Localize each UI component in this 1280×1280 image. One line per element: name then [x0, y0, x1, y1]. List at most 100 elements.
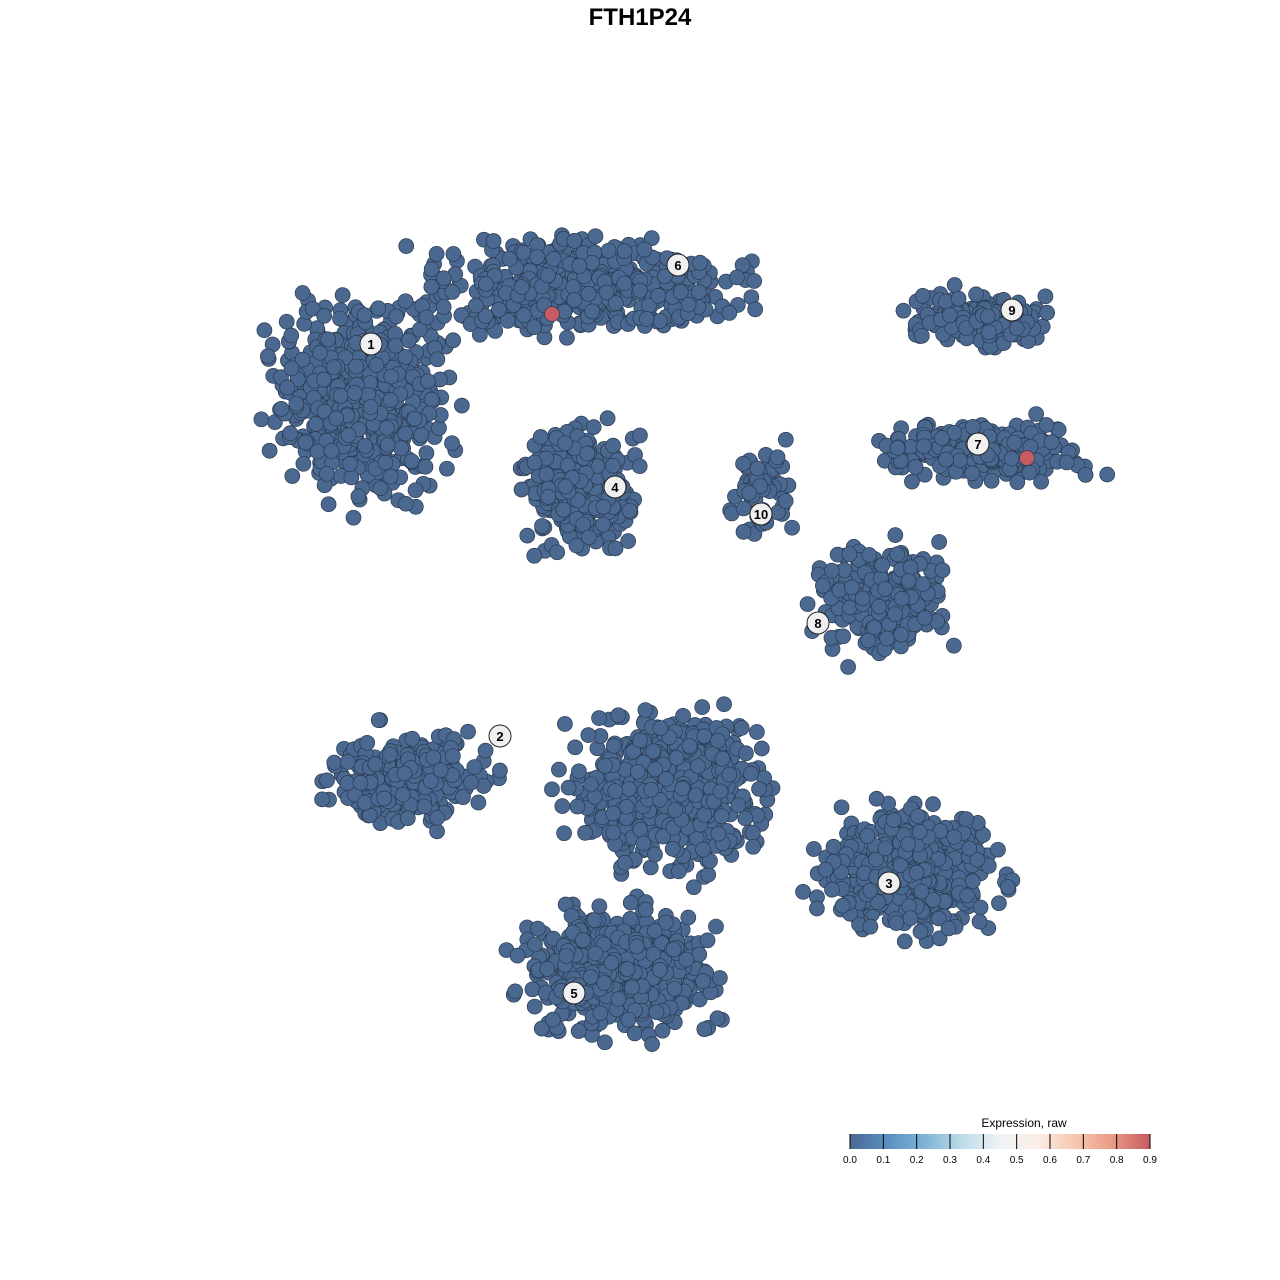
colorbar-tick-label: 0.8: [1110, 1155, 1124, 1166]
cell-point: [616, 243, 633, 260]
cell-point: [559, 329, 575, 346]
cell-point: [513, 481, 530, 498]
cell-point: [777, 431, 794, 448]
cell-point: [835, 628, 852, 645]
cell-point: [862, 882, 879, 899]
cell-point: [607, 783, 624, 800]
cluster-label: 8: [814, 616, 821, 631]
cell-point: [696, 807, 713, 823]
cell-point: [887, 606, 903, 623]
cell-point: [911, 824, 928, 840]
cell-point: [648, 1004, 665, 1021]
cell-point: [557, 435, 573, 452]
cell-point: [439, 460, 455, 477]
cell-point: [529, 249, 546, 265]
cell-point: [605, 805, 622, 822]
cell-point: [304, 300, 321, 317]
cell-point: [284, 468, 301, 484]
cell-point: [570, 1023, 587, 1039]
cell-point: [664, 841, 681, 857]
cell-point: [636, 241, 653, 258]
cell-point: [644, 1036, 660, 1052]
cell-point: [1003, 450, 1020, 467]
cell-point: [432, 762, 449, 779]
cell-point: [382, 468, 399, 485]
cell-point: [467, 297, 484, 314]
cell-point: [635, 835, 652, 852]
colorbar-tick-label: 0.3: [943, 1155, 957, 1166]
cell-point: [398, 238, 415, 254]
cell-point: [332, 387, 349, 404]
cell-point: [678, 951, 695, 968]
cell-point: [637, 901, 654, 918]
cell-point: [894, 590, 910, 607]
cell-point: [544, 781, 560, 798]
cell-point: [841, 599, 858, 616]
cell-point: [991, 895, 1007, 912]
cell-point: [416, 798, 433, 815]
colorbar-tick-label: 0.5: [1010, 1155, 1024, 1166]
cell-point: [429, 810, 446, 826]
cell-point: [708, 918, 724, 935]
cell-point: [1000, 879, 1016, 895]
cell-point: [295, 455, 312, 472]
cell-point: [893, 626, 910, 643]
cell-point: [621, 502, 638, 519]
colorbar-tick-label: 0.6: [1043, 1155, 1057, 1166]
cell-point: [526, 547, 543, 564]
colorbar-tick-label: 0.4: [976, 1155, 990, 1166]
cell-point: [387, 337, 404, 354]
cell-point: [478, 276, 494, 292]
cell-point: [575, 932, 591, 948]
cell-point: [282, 425, 299, 441]
cell-point: [643, 230, 660, 246]
cell-point: [680, 296, 697, 313]
cell-point: [584, 303, 600, 320]
cell-point: [871, 598, 887, 615]
cell-point: [859, 828, 876, 844]
cell-point: [805, 841, 822, 857]
cell-point: [382, 746, 398, 763]
cell-point: [407, 482, 424, 499]
colorbar-tick-label: 0.9: [1143, 1155, 1157, 1166]
cell-point: [587, 945, 604, 962]
cell-point: [362, 399, 379, 415]
cell-point: [713, 808, 730, 825]
cell-point: [294, 351, 311, 368]
cell-point: [877, 580, 894, 597]
cell-point: [833, 799, 850, 816]
cell-point: [428, 246, 445, 262]
cell-point: [399, 810, 416, 827]
cell-point: [690, 758, 706, 775]
cell-point: [896, 933, 913, 950]
cell-point: [445, 748, 461, 765]
cell-point: [526, 319, 543, 336]
cell-point: [743, 765, 759, 782]
colorbar: [850, 1134, 1150, 1149]
cell-point: [278, 313, 295, 330]
cell-point: [735, 523, 752, 540]
cell-point: [328, 410, 345, 427]
cell-point: [817, 861, 834, 878]
cell-point: [695, 973, 711, 989]
cell-point: [596, 975, 613, 991]
cell-point: [400, 332, 417, 349]
cell-point: [545, 1011, 561, 1028]
cell-point: [444, 284, 461, 300]
cell-point: [379, 419, 395, 436]
cell-point: [914, 288, 931, 304]
cell-point: [569, 798, 586, 815]
cell-point: [471, 326, 488, 343]
cell-point: [733, 720, 750, 736]
cell-point: [638, 311, 655, 327]
cell-point: [868, 790, 885, 807]
cell-point: [741, 485, 758, 501]
cell-point: [492, 762, 508, 779]
cell-point: [729, 269, 745, 286]
cell-point: [571, 258, 588, 274]
cell-point: [685, 879, 702, 896]
cell-point: [1038, 417, 1055, 433]
cell-point: [700, 866, 717, 883]
cell-point: [840, 659, 856, 675]
cell-point: [749, 460, 766, 477]
